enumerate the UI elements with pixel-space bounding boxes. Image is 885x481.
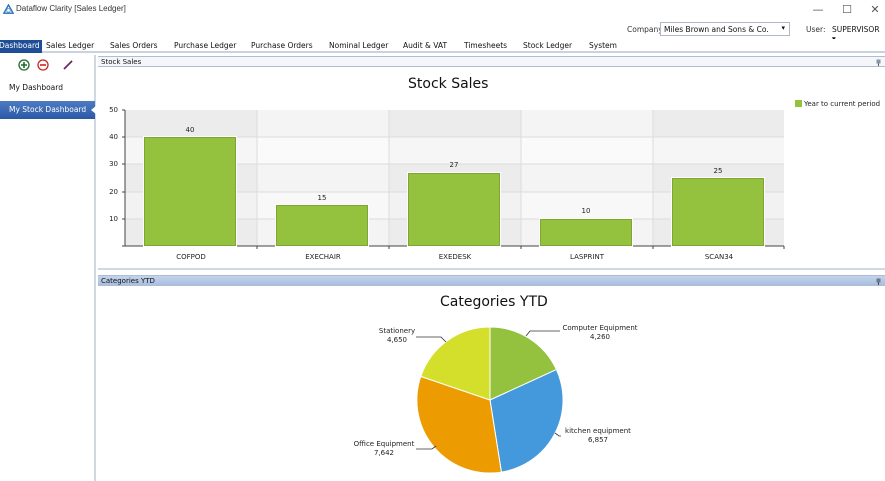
context-bar: Company Miles Brown and Sons & Co. ▾ Use… bbox=[0, 20, 885, 43]
x-category-label: LASPRINT bbox=[570, 253, 604, 261]
pie-label-text: Office Equipment bbox=[353, 440, 415, 448]
menu-system[interactable]: System bbox=[589, 41, 617, 50]
menu-sales-orders[interactable]: Sales Orders bbox=[110, 41, 158, 50]
menu-audit-vat[interactable]: Audit & VAT bbox=[403, 41, 448, 50]
x-category-label: SCAN34 bbox=[704, 253, 734, 261]
bar-value-label: 10 bbox=[581, 207, 591, 215]
chevron-down-icon: ▾ bbox=[781, 24, 785, 32]
pie-label-kitchen-equipment: kitchen equipment 6,857 bbox=[560, 427, 636, 445]
y-tick: 50 bbox=[109, 106, 118, 114]
legend-label: Year to current period bbox=[804, 100, 881, 108]
bar-value-label: 40 bbox=[185, 126, 195, 134]
chart-title: Categories YTD bbox=[440, 294, 548, 310]
pie-label-office-equipment: Office Equipment 7,642 bbox=[352, 440, 416, 458]
window-titlebar: Dataflow Clarity [Sales Ledger] — ☐ ✕ bbox=[0, 0, 885, 20]
window-title: Dataflow Clarity [Sales Ledger] bbox=[16, 4, 126, 13]
close-button[interactable]: ✕ bbox=[870, 3, 880, 16]
x-category-label: COFPOD bbox=[176, 253, 206, 261]
sidebar-item-my-dashboard[interactable]: My Dashboard bbox=[0, 79, 95, 97]
panel-header: Stock Sales bbox=[98, 56, 885, 67]
menu-dashboard[interactable]: Dashboard bbox=[0, 40, 42, 53]
add-icon[interactable] bbox=[18, 59, 30, 71]
company-select[interactable]: Miles Brown and Sons & Co. ▾ bbox=[660, 22, 790, 36]
pin-icon[interactable] bbox=[876, 278, 881, 285]
panel-title: Stock Sales bbox=[101, 58, 142, 66]
pie-slice-stationery[interactable] bbox=[420, 326, 491, 401]
bar-value-label: 25 bbox=[713, 167, 723, 175]
x-category-label: EXEDESK bbox=[438, 253, 472, 261]
bar-cofpod[interactable] bbox=[144, 137, 236, 246]
pie-label-value: 4,650 bbox=[386, 336, 408, 344]
company-value: Miles Brown and Sons & Co. bbox=[664, 25, 769, 34]
company-label: Company bbox=[627, 25, 663, 34]
stock-sales-panel: Stock Sales Stock Sales bbox=[98, 56, 885, 270]
menu-purchase-orders[interactable]: Purchase Orders bbox=[251, 41, 313, 50]
pie-slice-kitchen-equipment[interactable] bbox=[489, 368, 564, 473]
menu-timesheets[interactable]: Timesheets bbox=[464, 41, 508, 50]
minimize-button[interactable]: — bbox=[812, 3, 824, 16]
selection-notch bbox=[91, 106, 96, 114]
user-label: User: bbox=[806, 25, 826, 34]
pie-label-value: 4,260 bbox=[589, 333, 611, 341]
bar-exechair[interactable] bbox=[276, 205, 368, 246]
chart-legend[interactable]: Year to current period bbox=[795, 100, 880, 108]
pie-chart bbox=[416, 326, 564, 474]
y-tick: 30 bbox=[109, 160, 118, 168]
pie-slice-computer-equipment[interactable] bbox=[489, 326, 558, 401]
panel-title: Categories YTD bbox=[101, 277, 155, 285]
app-logo-icon bbox=[3, 4, 14, 14]
edit-icon[interactable] bbox=[62, 59, 74, 71]
dashboard-sidebar: My Dashboard My Stock Dashboard bbox=[0, 55, 96, 481]
bar-value-label: 27 bbox=[449, 161, 459, 169]
maximize-button[interactable]: ☐ bbox=[842, 3, 852, 16]
pie-label-stationery: Stationery 4,650 bbox=[376, 327, 418, 345]
sidebar-item-my-stock-dashboard[interactable]: My Stock Dashboard bbox=[0, 101, 96, 119]
legend-swatch bbox=[795, 100, 802, 107]
categories-ytd-panel: Categories YTD Categories YTD Computer E… bbox=[98, 275, 885, 481]
pie-label-text: kitchen equipment bbox=[565, 427, 631, 435]
pin-icon[interactable] bbox=[876, 59, 881, 66]
pie-label-value: 6,857 bbox=[587, 436, 609, 444]
chart-title: Stock Sales bbox=[408, 76, 489, 92]
pie-label-computer-equipment: Computer Equipment 4,260 bbox=[560, 324, 640, 342]
x-category-label: EXECHAIR bbox=[305, 253, 341, 261]
bar-value-label: 15 bbox=[317, 194, 327, 202]
main-menu: Dashboard Sales Ledger Sales Orders Purc… bbox=[0, 39, 885, 53]
y-tick: 10 bbox=[109, 215, 118, 223]
menu-purchase-ledger[interactable]: Purchase Ledger bbox=[174, 41, 237, 50]
pie-label-text: Computer Equipment bbox=[562, 324, 638, 332]
user-menu[interactable]: SUPERVISOR ▾ bbox=[832, 25, 880, 43]
menu-nominal-ledger[interactable]: Nominal Ledger bbox=[329, 41, 389, 50]
menu-sales-ledger[interactable]: Sales Ledger bbox=[46, 41, 95, 50]
y-tick: 20 bbox=[109, 188, 118, 196]
pie-label-text: Stationery bbox=[378, 327, 416, 335]
sidebar-item-label: My Stock Dashboard bbox=[9, 105, 87, 114]
bar-scan34[interactable] bbox=[672, 178, 764, 246]
pie-label-value: 7,642 bbox=[373, 449, 395, 457]
menu-stock-ledger[interactable]: Stock Ledger bbox=[523, 41, 573, 50]
y-tick: 40 bbox=[109, 133, 118, 141]
remove-icon[interactable] bbox=[37, 59, 49, 71]
sidebar-item-label: My Dashboard bbox=[9, 83, 63, 92]
panel-header: Categories YTD bbox=[98, 275, 885, 286]
bar-lasprint[interactable] bbox=[540, 219, 632, 246]
bar-exedesk[interactable] bbox=[408, 173, 500, 246]
